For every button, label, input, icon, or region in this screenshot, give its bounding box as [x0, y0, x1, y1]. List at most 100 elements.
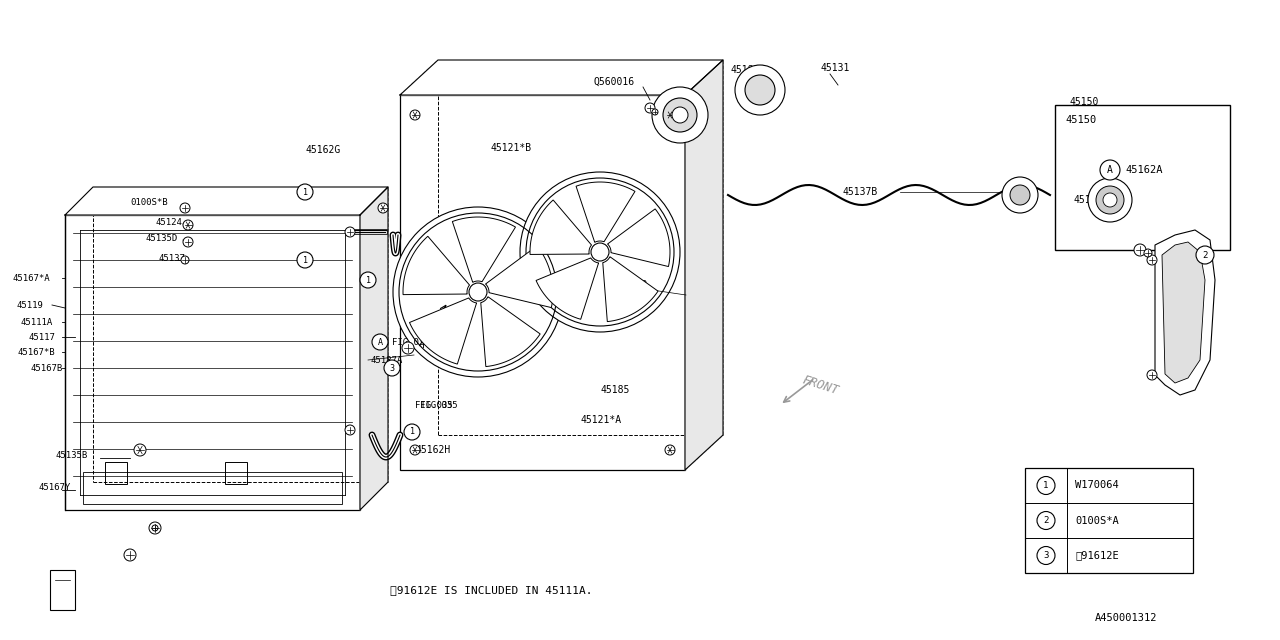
Polygon shape: [685, 60, 723, 470]
Circle shape: [666, 445, 675, 455]
Text: ※91612E: ※91612E: [1075, 550, 1119, 561]
Text: 45124: 45124: [155, 218, 182, 227]
Polygon shape: [403, 236, 470, 294]
Text: A: A: [378, 337, 383, 346]
Circle shape: [393, 207, 563, 377]
Text: 1: 1: [366, 275, 370, 285]
Circle shape: [1096, 186, 1124, 214]
Polygon shape: [608, 209, 669, 266]
Text: 1: 1: [410, 428, 415, 436]
Text: 45162H: 45162H: [415, 445, 451, 455]
Polygon shape: [452, 217, 516, 282]
Text: 45117: 45117: [28, 333, 55, 342]
Text: 45167*B: 45167*B: [17, 348, 55, 356]
Circle shape: [124, 549, 136, 561]
Text: 45185: 45185: [600, 385, 630, 395]
Text: 1: 1: [302, 255, 307, 264]
Circle shape: [372, 334, 388, 350]
Circle shape: [652, 87, 708, 143]
Polygon shape: [485, 246, 553, 308]
Text: 0100S*A: 0100S*A: [1075, 515, 1119, 525]
Circle shape: [1100, 160, 1120, 180]
Circle shape: [346, 227, 355, 237]
Circle shape: [183, 220, 193, 230]
Circle shape: [652, 109, 658, 115]
Text: 2: 2: [1202, 250, 1208, 259]
Circle shape: [384, 360, 401, 376]
Circle shape: [410, 110, 420, 120]
Circle shape: [410, 445, 420, 455]
Bar: [401, 95, 685, 470]
Text: A: A: [1107, 165, 1112, 175]
Polygon shape: [401, 60, 723, 95]
Circle shape: [1196, 246, 1213, 264]
Circle shape: [378, 203, 388, 213]
Circle shape: [152, 525, 157, 531]
Circle shape: [1147, 255, 1157, 265]
Text: 45137: 45137: [157, 253, 184, 262]
Polygon shape: [576, 182, 635, 243]
Text: 45167*A: 45167*A: [12, 273, 50, 282]
Circle shape: [1037, 511, 1055, 529]
Circle shape: [1002, 177, 1038, 213]
Text: 45137B: 45137B: [842, 187, 877, 197]
Circle shape: [1103, 193, 1117, 207]
Bar: [50, 570, 76, 610]
Circle shape: [404, 424, 420, 440]
Circle shape: [663, 98, 698, 132]
Polygon shape: [1155, 230, 1215, 395]
Bar: [1055, 105, 1230, 250]
Circle shape: [1088, 178, 1132, 222]
Text: 45187B: 45187B: [730, 65, 765, 75]
Text: 3: 3: [389, 364, 394, 372]
Bar: [65, 215, 360, 510]
Bar: [105, 462, 127, 484]
Circle shape: [402, 342, 413, 354]
Circle shape: [735, 65, 785, 115]
Text: FIG.035: FIG.035: [420, 401, 458, 410]
Circle shape: [591, 243, 609, 261]
Text: 45167Y: 45167Y: [38, 483, 70, 492]
Circle shape: [745, 75, 774, 105]
Text: W170064: W170064: [1075, 481, 1119, 490]
Bar: [1025, 468, 1193, 573]
Text: 1: 1: [302, 188, 307, 196]
Circle shape: [1037, 547, 1055, 564]
Text: 45150: 45150: [1070, 97, 1100, 107]
Circle shape: [360, 272, 376, 288]
Text: 0100S*B: 0100S*B: [131, 198, 168, 207]
Text: 45111A: 45111A: [20, 317, 52, 326]
Bar: [225, 462, 247, 484]
Text: FIG.035: FIG.035: [415, 401, 453, 410]
Polygon shape: [1162, 242, 1204, 383]
Bar: [83, 472, 342, 504]
Text: A450001312: A450001312: [1094, 613, 1157, 623]
Circle shape: [1010, 185, 1030, 205]
Text: Q560016: Q560016: [593, 77, 634, 87]
Circle shape: [134, 444, 146, 456]
Text: FRONT: FRONT: [800, 373, 840, 397]
Polygon shape: [360, 187, 388, 510]
Text: 45150: 45150: [1065, 115, 1096, 125]
Polygon shape: [536, 258, 599, 319]
Circle shape: [183, 237, 193, 247]
Circle shape: [180, 256, 189, 264]
Circle shape: [1147, 370, 1157, 380]
Text: 45162A: 45162A: [1125, 165, 1162, 175]
Circle shape: [666, 110, 675, 120]
Polygon shape: [65, 187, 388, 215]
Text: 45187A: 45187A: [370, 355, 402, 365]
Text: FIG.036: FIG.036: [392, 337, 430, 346]
Circle shape: [1144, 249, 1152, 257]
Polygon shape: [410, 298, 476, 364]
Text: 45121*A: 45121*A: [580, 415, 621, 425]
Circle shape: [520, 172, 680, 332]
Circle shape: [645, 103, 655, 113]
Text: 45121*B: 45121*B: [490, 143, 531, 153]
Polygon shape: [603, 257, 658, 322]
Text: 2: 2: [1043, 516, 1048, 525]
Circle shape: [297, 184, 314, 200]
Text: 45131: 45131: [820, 63, 850, 73]
Text: ※91612E IS INCLUDED IN 45111A.: ※91612E IS INCLUDED IN 45111A.: [390, 585, 593, 595]
Circle shape: [468, 283, 486, 301]
